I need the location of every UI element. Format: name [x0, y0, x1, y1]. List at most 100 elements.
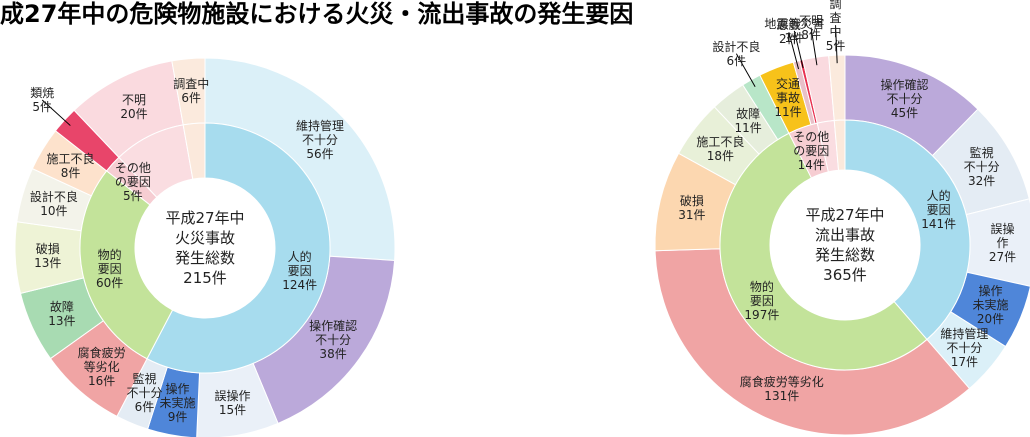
value-label: 45件: [890, 106, 919, 121]
value-label: 131件: [764, 389, 800, 404]
value-label: 60件: [96, 275, 124, 290]
category-label: 交通 事故: [776, 77, 801, 106]
value-label: 6件: [181, 91, 202, 106]
category-label: 誤操作: [214, 389, 251, 404]
value-label: 27件: [988, 249, 1017, 264]
outer-label: 地震等災害 1件: [764, 17, 824, 45]
outer-label: 維持管理 不十分 17件: [940, 327, 988, 369]
category-label: 誤操作: [990, 221, 1015, 250]
category-label: 故障: [736, 106, 761, 121]
category-label: 人的 要因: [287, 250, 312, 279]
outer-label: 悪戯 2件: [777, 18, 801, 46]
value-label: 13件: [34, 256, 62, 271]
value-label: 5件: [123, 189, 143, 204]
inner-slice: [844, 119, 971, 341]
outer-label: 監視 不十分 6件: [126, 372, 162, 414]
outer-label: 操作 未実施 9件: [160, 382, 196, 424]
outer-label: 腐食疲労 等劣化 16件: [78, 346, 126, 388]
category-label: 操作 未実施: [972, 284, 1009, 313]
inner-slice: [182, 122, 206, 180]
outer-label: 腐食疲労等劣化 131件: [740, 375, 824, 403]
category-label: 操作確認 不十分: [309, 318, 358, 347]
inner-slice: [833, 119, 846, 171]
inner-slice: [146, 122, 331, 374]
value-label: 6件: [726, 53, 747, 68]
leader-line: [788, 32, 800, 70]
inner-slice: [719, 132, 928, 371]
leader-line: [835, 25, 838, 64]
value-label: 8件: [60, 165, 81, 180]
value-label: 124件: [282, 278, 318, 293]
outer-label: 不明 8件: [799, 14, 823, 42]
outer-label: 監視 不十分 32件: [964, 146, 1000, 188]
leader-line: [41, 99, 71, 126]
title: 成27年中の危険物施設における火災・流出事故の発生要因: [0, 0, 634, 28]
outer-label: 施工不良 18件: [696, 135, 744, 163]
value-label: 2件: [778, 32, 799, 47]
inner-slice: [79, 170, 174, 360]
inner-label: 人的 要因 141件: [921, 189, 956, 231]
category-label: 類焼: [30, 85, 55, 100]
outer-label: 維持管理 不十分 56件: [296, 119, 344, 161]
inner-label: 物的 要因 60件: [96, 248, 123, 290]
category-label: その他 の要因: [114, 161, 151, 190]
category-label: 操作確認 不十分: [880, 78, 929, 107]
outer-label: 故障 13件: [48, 300, 75, 328]
leader-line: [735, 53, 756, 87]
category-label: 不明: [121, 93, 146, 108]
category-label: 物的 要因: [749, 279, 774, 308]
center-label: 平成27年中 流出事故 発生総数 365件: [805, 205, 884, 285]
outer-label: 故障 11件: [734, 107, 761, 135]
inner-label: その他 の要因 5件: [115, 161, 151, 203]
value-label: 18件: [706, 148, 735, 163]
value-label: 17件: [950, 354, 979, 369]
value-label: 32件: [967, 173, 996, 188]
center-label: 平成27年中 火災事故 発生総数 215件: [165, 208, 244, 288]
category-label: 設計不良: [29, 189, 78, 204]
value-label: 197件: [744, 307, 780, 322]
category-label: 悪戯: [776, 18, 801, 33]
category-label: 維持管理 不十分: [295, 119, 344, 148]
category-label: 不明: [799, 13, 824, 28]
category-label: 施工不良: [696, 134, 745, 149]
value-label: 1件: [784, 30, 805, 45]
category-label: 腐食疲労 等劣化: [77, 345, 126, 374]
category-label: 地震等災害: [764, 16, 825, 31]
outer-label: 誤操作 15件: [214, 389, 250, 417]
value-label: 56件: [306, 147, 334, 162]
outer-label: 破損 31件: [678, 194, 705, 222]
value-label: 16件: [87, 373, 116, 388]
category-label: 腐食疲労等劣化: [739, 375, 824, 390]
value-label: 6件: [134, 400, 155, 415]
outer-label: 調査中 6件: [173, 77, 209, 105]
outer-label: 調 査 中 5件: [826, 0, 846, 53]
category-label: 維持管理 不十分: [940, 326, 989, 355]
value-label: 141件: [921, 217, 957, 232]
value-label: 15件: [218, 403, 247, 418]
category-label: 調査中: [173, 77, 210, 92]
value-label: 9件: [167, 410, 188, 425]
value-label: 13件: [48, 313, 76, 328]
outer-label: 交通 事故 11件: [774, 77, 801, 119]
outer-label: 施工不良 8件: [47, 152, 95, 180]
center-text: 平成27年中 流出事故 発生総数 365件: [805, 206, 885, 284]
value-label: 11件: [734, 120, 762, 135]
outer-label: 破損 13件: [34, 242, 61, 270]
leader-line: [793, 30, 804, 69]
outer-label: 設計不良 6件: [712, 40, 760, 68]
center-text: 平成27年中 火災事故 発生総数 215件: [165, 209, 245, 287]
value-label: 31件: [678, 208, 706, 223]
outer-label: 操作確認 不十分 38件: [309, 319, 357, 361]
outer-label: 操作 未実施 20件: [973, 284, 1009, 326]
category-label: 故障: [49, 299, 74, 314]
value-label: 20件: [976, 312, 1005, 327]
value-label: 10件: [40, 203, 68, 218]
outer-label: 不明 20件: [120, 93, 147, 121]
outer-label: 誤操作 27件: [989, 222, 1017, 264]
category-label: 物的 要因: [97, 247, 122, 276]
value-label: 11件: [774, 105, 802, 120]
category-label: その他 の要因: [793, 129, 830, 158]
value-label: 38件: [319, 346, 347, 361]
